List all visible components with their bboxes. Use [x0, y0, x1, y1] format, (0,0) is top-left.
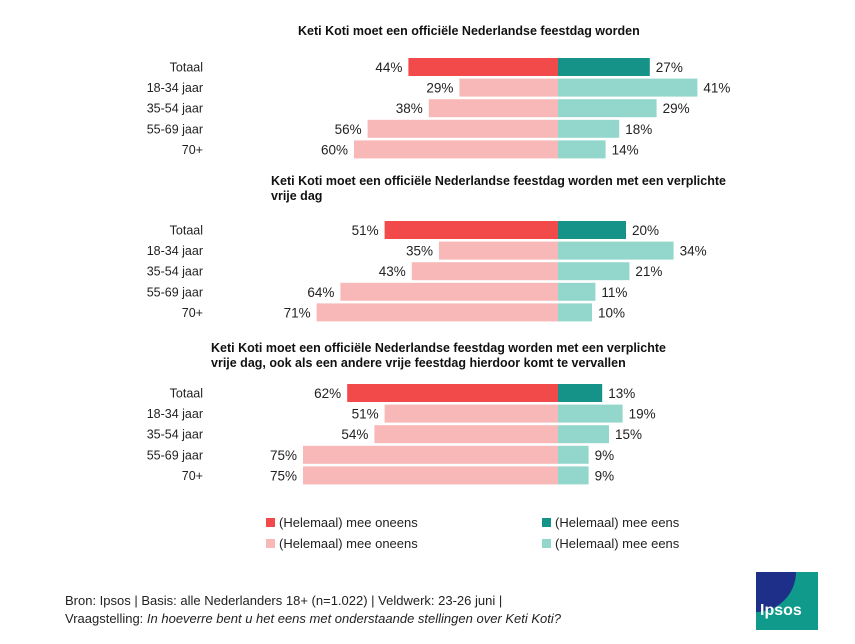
category-label: 55-69 jaar [147, 285, 203, 299]
footer-question-text: In hoeverre bent u het eens met ondersta… [146, 611, 562, 626]
bar-disagree [428, 99, 558, 118]
bar-agree [558, 99, 657, 118]
bar-disagree [384, 404, 558, 423]
legend-swatch-disagree-total [266, 518, 275, 527]
bar-agree [558, 466, 589, 485]
value-label-agree: 11% [601, 285, 627, 300]
category-label: 70+ [182, 469, 203, 483]
category-label: 18-34 jaar [147, 81, 203, 95]
value-label-disagree: 75% [270, 448, 297, 463]
chart-title-3-line-1: Keti Koti moet een officiële Nederlandse… [211, 341, 666, 355]
value-label-disagree: 51% [352, 223, 379, 238]
bar-agree [558, 119, 620, 138]
value-label-agree: 41% [703, 81, 730, 96]
value-label-agree: 18% [625, 122, 652, 137]
value-label-disagree: 60% [321, 142, 348, 157]
bar-agree [558, 58, 650, 76]
bar-agree [558, 241, 674, 260]
value-label-disagree: 29% [426, 81, 453, 96]
bar-agree [558, 404, 623, 423]
bar-agree [558, 221, 626, 239]
value-label-disagree: 54% [341, 427, 368, 442]
value-label-agree: 21% [635, 264, 662, 279]
category-label: 70+ [182, 143, 203, 157]
bar-disagree [384, 221, 558, 239]
category-label: 55-69 jaar [147, 122, 203, 136]
bar-disagree [340, 282, 558, 301]
chart-title-2-line-1: Keti Koti moet een officiële Nederlandse… [271, 174, 726, 188]
legend-label-disagree-total: (Helemaal) mee oneens [279, 515, 418, 530]
logo-text: Ipsos [760, 602, 802, 619]
legend-label-agree-total: (Helemaal) mee eens [555, 515, 680, 530]
category-label: 55-69 jaar [147, 448, 203, 462]
bar-agree [558, 140, 606, 159]
value-label-disagree: 43% [379, 264, 406, 279]
bar-disagree [439, 241, 558, 260]
legend-label-disagree-group: (Helemaal) mee oneens [279, 536, 418, 551]
legend-swatch-agree-total [542, 518, 551, 527]
legend-label-agree-group: (Helemaal) mee eens [555, 536, 680, 551]
value-label-agree: 13% [608, 386, 635, 401]
value-label-disagree: 64% [307, 285, 334, 300]
bar-agree [558, 282, 596, 301]
category-label: 35-54 jaar [147, 102, 203, 116]
category-label: 35-54 jaar [147, 428, 203, 442]
bar-disagree [316, 303, 558, 322]
bar-agree [558, 78, 698, 97]
bar-disagree [354, 140, 558, 159]
footer-question: Vraagstelling: In hoeverre bent u het ee… [65, 611, 561, 626]
category-label: Totaal [170, 224, 203, 238]
legend-swatch-disagree-group [266, 539, 275, 548]
value-label-agree: 34% [680, 244, 707, 259]
category-label: 70+ [182, 306, 203, 320]
legend-item-disagree-total: (Helemaal) mee oneens [266, 515, 418, 530]
chart-title-1: Keti Koti moet een officiële Nederlandse… [298, 24, 640, 38]
category-label: Totaal [170, 387, 203, 401]
value-label-agree: 9% [595, 448, 615, 463]
footer-source: Bron: Ipsos | Basis: alle Nederlanders 1… [65, 593, 503, 608]
bar-disagree [374, 425, 558, 444]
bar-agree [558, 445, 589, 464]
value-label-agree: 20% [632, 223, 659, 238]
value-label-agree: 19% [629, 407, 656, 422]
chart-title-3-line-2: vrije dag, ook als een andere vrije fees… [211, 356, 626, 370]
value-label-agree: 9% [595, 468, 615, 483]
diverging-bar-charts: Keti Koti moet een officiële Nederlandse… [147, 24, 730, 485]
legend-swatch-agree-group [542, 539, 551, 548]
value-label-disagree: 51% [352, 407, 379, 422]
bar-agree [558, 425, 609, 444]
value-label-disagree: 44% [375, 60, 402, 75]
bar-disagree [303, 466, 558, 485]
bar-disagree [347, 384, 558, 402]
value-label-agree: 27% [656, 60, 683, 75]
value-label-agree: 29% [663, 101, 690, 116]
category-label: 18-34 jaar [147, 244, 203, 258]
value-label-disagree: 38% [396, 101, 423, 116]
bar-disagree [303, 445, 558, 464]
bar-disagree [411, 262, 558, 281]
value-label-disagree: 71% [284, 305, 311, 320]
bar-agree [558, 303, 592, 322]
bar-disagree [408, 58, 558, 76]
chart-title-2-line-2: vrije dag [271, 189, 322, 203]
value-label-disagree: 56% [335, 122, 362, 137]
value-label-disagree: 75% [270, 468, 297, 483]
category-label: 18-34 jaar [147, 407, 203, 421]
legend-item-disagree-group: (Helemaal) mee oneens [266, 536, 418, 551]
bar-disagree [459, 78, 558, 97]
footer-question-label: Vraagstelling: [65, 611, 147, 626]
legend-item-agree-group: (Helemaal) mee eens [542, 536, 679, 551]
value-label-disagree: 35% [406, 244, 433, 259]
ipsos-logo: Ipsos [756, 572, 818, 630]
value-label-agree: 15% [615, 427, 642, 442]
value-label-disagree: 62% [314, 386, 341, 401]
category-label: 35-54 jaar [147, 265, 203, 279]
bar-agree [558, 384, 603, 402]
value-label-agree: 14% [612, 142, 639, 157]
value-label-agree: 10% [598, 305, 625, 320]
bar-disagree [367, 119, 558, 138]
legend-item-agree-total: (Helemaal) mee eens [542, 515, 679, 530]
category-label: Totaal [170, 61, 203, 75]
bar-agree [558, 262, 630, 281]
